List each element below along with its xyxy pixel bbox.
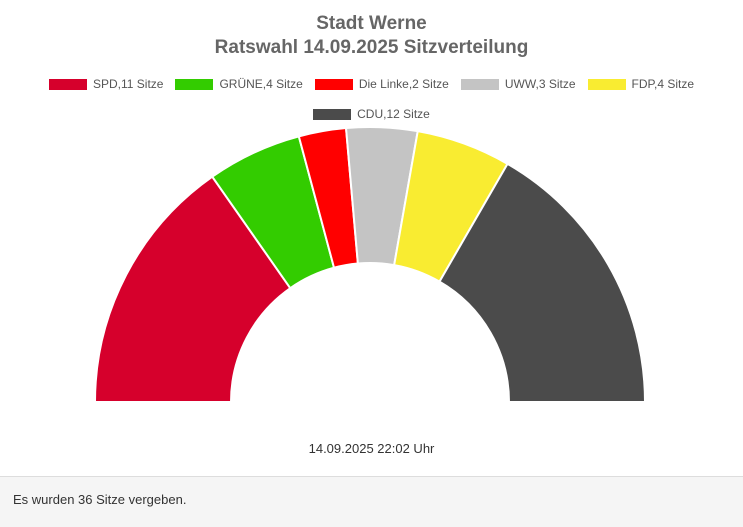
chart-timestamp: 14.09.2025 22:02 Uhr xyxy=(308,441,435,456)
legend-swatch xyxy=(460,78,499,90)
legend-item-cdu[interactable]: CDU,12 Sitze xyxy=(313,106,430,122)
legend-swatch xyxy=(314,78,353,90)
legend-swatch xyxy=(313,108,352,120)
legend-label: FDP,4 Sitze xyxy=(631,77,695,91)
legend-swatch xyxy=(587,78,626,90)
chart-legend: SPD,11 Sitze GRÜNE,4 Sitze Die Linke,2 Sit… xyxy=(20,76,723,122)
chart-subtitle: Ratswahl 14.09.2025 Sitzverteilung xyxy=(214,37,529,58)
legend-item-die-linke[interactable]: Die Linke,2 Sitze xyxy=(314,76,449,92)
legend-label: CDU,12 Sitze xyxy=(357,107,430,121)
seat-distribution-chart xyxy=(93,125,647,403)
legend-label: GRÜNE,4 Sitze xyxy=(219,77,303,91)
legend-label: UWW,3 Sitze xyxy=(504,77,576,91)
slice-cdu[interactable] xyxy=(438,162,647,403)
legend-item-grüne[interactable]: GRÜNE,4 Sitze xyxy=(175,76,303,92)
chart-panel: Stadt Werne Ratswahl 14.09.2025 Sitzvert… xyxy=(20,13,723,456)
chart-title: Stadt Werne xyxy=(316,13,427,34)
seats-summary-text: Es wurden 36 Sitze vergeben. xyxy=(13,492,187,507)
slice-spd[interactable] xyxy=(93,175,292,403)
legend-swatch xyxy=(48,78,87,90)
footer-bar: Es wurden 36 Sitze vergeben. xyxy=(0,476,743,527)
legend-item-fdp[interactable]: FDP,4 Sitze xyxy=(587,76,695,92)
legend-item-uww[interactable]: UWW,3 Sitze xyxy=(460,76,576,92)
legend-label: SPD,11 Sitze xyxy=(92,77,164,91)
legend-item-spd[interactable]: SPD,11 Sitze xyxy=(48,76,164,92)
legend-swatch xyxy=(175,78,214,90)
legend-label: Die Linke,2 Sitze xyxy=(358,77,449,91)
